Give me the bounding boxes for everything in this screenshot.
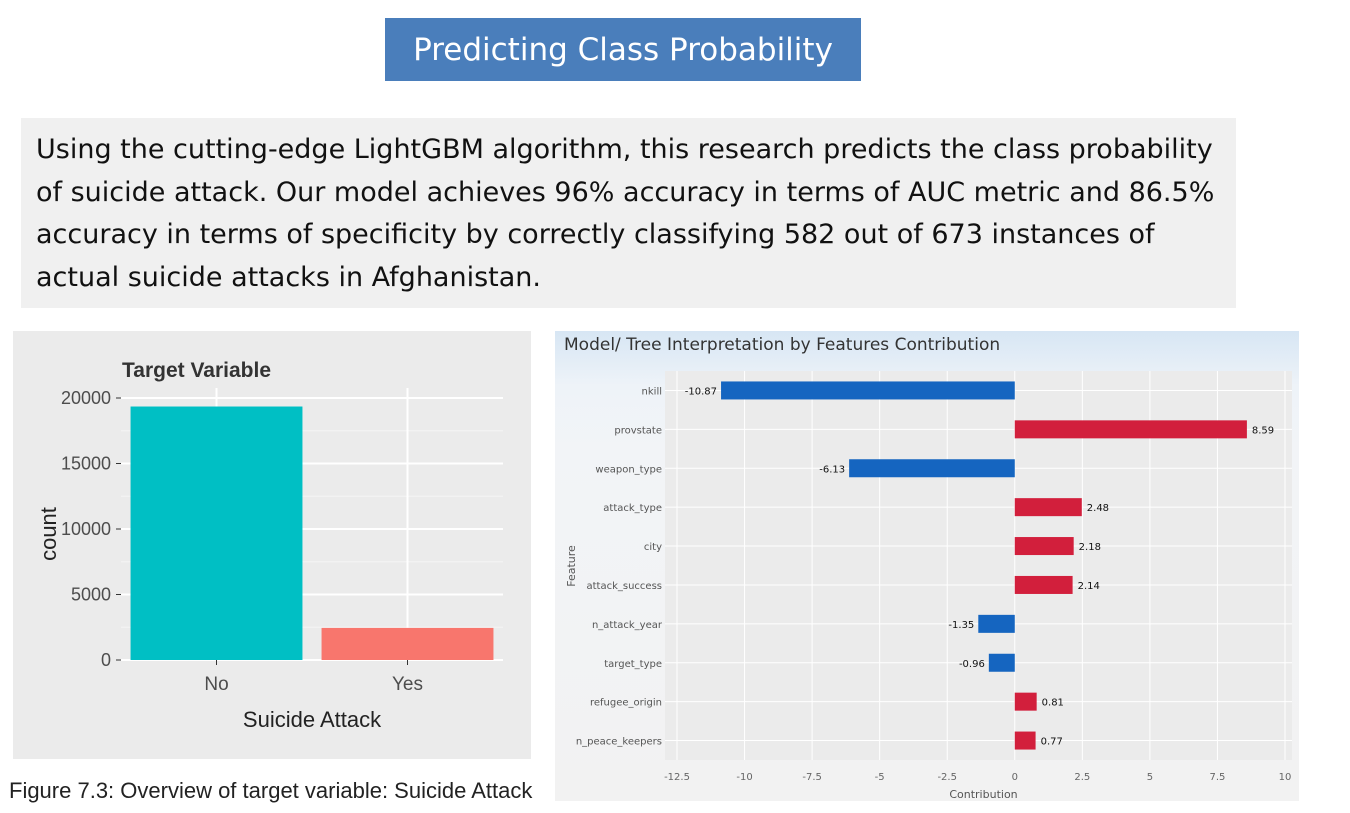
bar-n-peace-keepers [1014, 731, 1036, 750]
bar-no [130, 406, 303, 660]
data-label: -10.87 [685, 386, 717, 397]
y-tick-label: 15000 [61, 454, 111, 474]
data-label: 0.81 [1042, 698, 1064, 709]
x-axis-label: Suicide Attack [243, 707, 382, 732]
bar-yes [321, 627, 494, 660]
bar-attack-success [1014, 575, 1073, 594]
data-label: -6.13 [819, 464, 845, 475]
y-tick-label: 10000 [61, 519, 111, 539]
y-tick-label: target_type [604, 659, 662, 670]
y-tick-label: weapon_type [595, 464, 662, 475]
feature-contribution-chart: Model/ Tree Interpretation by Features C… [555, 331, 1299, 801]
bar-provstate [1014, 420, 1247, 439]
y-tick-label: n_attack_year [592, 620, 663, 631]
data-label: 2.48 [1087, 503, 1109, 514]
x-tick-label: -5 [875, 772, 885, 783]
bar-nkill [721, 381, 1015, 400]
feature-contribution-chart-svg: -12.5 -10 -7.5 -5 -2.5 0 2.5 5 7.5 10 nkill -10.87 p… [565, 371, 1292, 801]
y-tick-label: attack_success [586, 581, 662, 592]
y-tick-label: nkill [642, 386, 662, 397]
y-tick-label: n_peace_keepers [576, 737, 662, 748]
figure-caption: Figure 7.3: Overview of target variable:… [9, 778, 533, 803]
y-tick-label: refugee_origin [590, 698, 662, 709]
target-variable-chart-svg: 0 5000 10000 15000 20000 No Yes Target Variable… [36, 359, 503, 732]
bar-attack-type [1014, 498, 1082, 517]
x-tick-label: 5 [1147, 772, 1153, 783]
bar-refugee-origin [1014, 692, 1037, 711]
x-tick-label: No [204, 674, 228, 695]
x-tick-label: 2.5 [1074, 772, 1090, 783]
x-tick-label: Yes [392, 674, 423, 695]
feature-contribution-chart-title: Model/ Tree Interpretation by Features C… [564, 335, 1001, 355]
x-tick-label: 0 [1012, 772, 1018, 783]
data-label: -0.96 [959, 659, 985, 670]
bar-target-type [988, 653, 1015, 672]
x-tick-label: 7.5 [1209, 772, 1225, 783]
x-axis-label: Contribution [949, 788, 1017, 801]
data-label: 2.14 [1078, 581, 1100, 592]
y-axis-label: count [36, 507, 61, 561]
y-axis-label: Feature [565, 545, 578, 587]
y-tick-label: city [644, 542, 662, 553]
data-label: 0.77 [1041, 737, 1063, 748]
bar-n-attack-year [978, 614, 1015, 633]
y-tick-label: attack_type [603, 503, 662, 514]
bar-city [1014, 537, 1074, 556]
y-tick-label: provstate [614, 425, 662, 436]
target-variable-chart: 0 5000 10000 15000 20000 No Yes Target Variable… [13, 331, 531, 759]
y-tick-label: 5000 [71, 585, 111, 605]
x-tick-label: 10 [1279, 772, 1292, 783]
x-tick-label: -10 [736, 772, 752, 783]
data-label: 2.18 [1079, 542, 1101, 553]
y-tick-label: 20000 [61, 388, 111, 408]
slide-description: Using the cutting-edge LightGBM algorith… [21, 118, 1236, 308]
chart-title: Target Variable [122, 359, 271, 382]
x-tick-label: -2.5 [937, 772, 957, 783]
slide-title: Predicting Class Probability [385, 18, 861, 81]
x-tick-label: -12.5 [664, 772, 690, 783]
data-label: 8.59 [1252, 425, 1274, 436]
bar-weapon-type [849, 459, 1015, 478]
data-label: -1.35 [948, 620, 974, 631]
y-tick-label: 0 [101, 650, 111, 670]
x-tick-label: -7.5 [802, 772, 822, 783]
